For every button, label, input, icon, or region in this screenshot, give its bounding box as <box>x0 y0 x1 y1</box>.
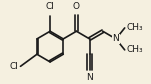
Text: CH₃: CH₃ <box>127 23 143 32</box>
Text: Cl: Cl <box>9 62 18 71</box>
Text: Cl: Cl <box>46 3 55 12</box>
Text: O: O <box>73 3 80 12</box>
Text: N: N <box>86 73 93 82</box>
Text: N: N <box>112 34 119 43</box>
Text: CH₃: CH₃ <box>127 45 143 54</box>
